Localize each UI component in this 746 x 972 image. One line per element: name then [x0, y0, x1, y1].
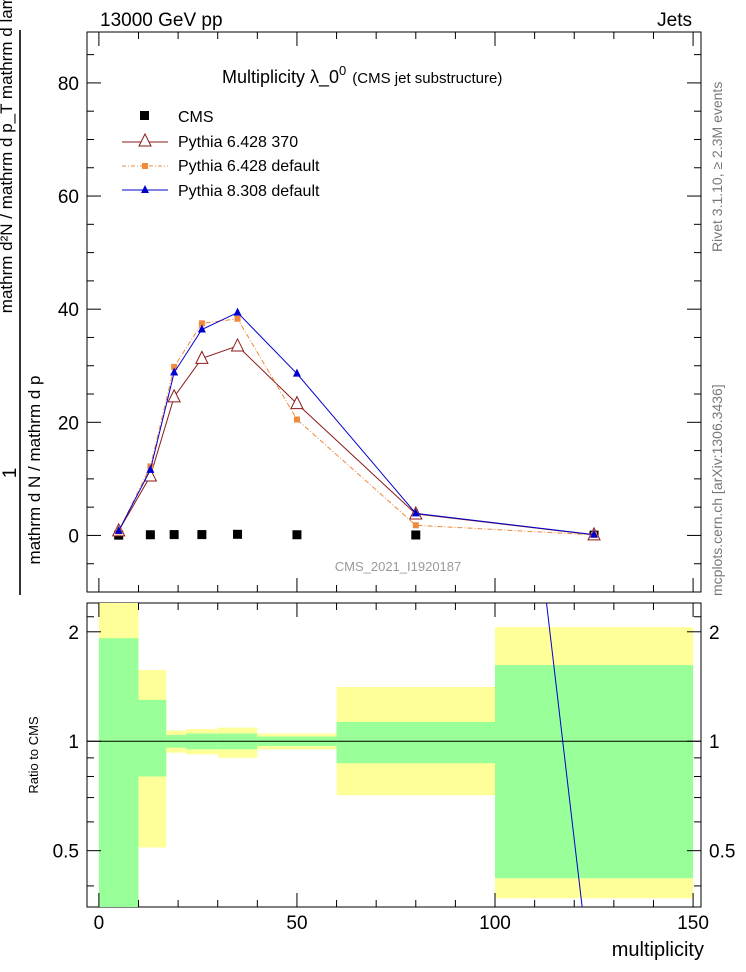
data-point-pythia-8-308-default [292, 368, 301, 377]
x-axis-label: multiplicity [612, 939, 704, 961]
legend-marker-py6-370 [138, 132, 152, 147]
legend-label-py8-default: Pythia 8.308 default [178, 183, 320, 200]
data-point-pythia-6-428-default [293, 416, 300, 423]
main-title-suffix: (CMS jet substructure) [352, 70, 502, 87]
ylabel-denominator: mathrm d N / mathrm d p [25, 376, 44, 565]
ratio-plot-frame [86, 602, 702, 908]
mcplots-label: mcplots.cern.ch [arXiv:1306.3436] [709, 384, 725, 596]
ratio-y-tick-label: 2 [68, 623, 79, 644]
y-tick-label: 40 [58, 300, 79, 321]
legend: CMS Pythia 6.428 370 Pythia 6.428 defaul… [122, 109, 320, 200]
data-point-cms [145, 530, 155, 540]
y-tick-label: 0 [68, 526, 79, 547]
ratio-band-green [495, 665, 694, 879]
rivet-label: Rivet 3.1.10, ≥ 2.3M events [709, 82, 725, 252]
header-left: 13000 GeV pp [100, 10, 223, 31]
data-point-cms [197, 530, 207, 540]
x-tick-label: 100 [479, 913, 511, 934]
data-point-pythia-6-428-default [171, 363, 178, 370]
series-line-pythia-6-428-370 [118, 345, 595, 536]
ratio-y-tick-label-right: 2 [709, 623, 720, 644]
ratio-y-tick-label-right: 0.5 [709, 842, 735, 863]
y-tick-label: 80 [58, 74, 79, 95]
data-point-pythia-6-428-370 [230, 337, 245, 352]
data-point-pythia-6-428-370 [195, 350, 209, 364]
ratio-y-tick-label-right: 1 [709, 732, 720, 753]
data-point-cms [169, 530, 179, 540]
data-point-cms [411, 530, 421, 540]
series-line-pythia-8-308-default [118, 311, 595, 536]
data-point-pythia-8-308-default [233, 307, 242, 316]
main-plot-frame [86, 31, 702, 593]
ratio-y-tick-label: 1 [68, 732, 79, 753]
data-point-pythia-8-308-default [146, 464, 155, 473]
main-title-text: Multiplicity λ_0 [222, 67, 339, 88]
data-point-cms [292, 530, 302, 540]
data-point-pythia-8-308-default [114, 525, 123, 534]
legend-marker-cms [140, 111, 149, 120]
legend-label-py6-default: Pythia 6.428 default [178, 158, 320, 175]
data-point-pythia-8-308-default [197, 324, 206, 333]
ratio-ticks: 0.5 1 2 0.5 1 2 0 50 100 150 [53, 603, 735, 934]
data-point-cms [233, 529, 243, 539]
ratio-line-pythia-8-308-default [546, 602, 583, 908]
x-tick-label: 50 [286, 913, 307, 934]
ylabel-full: mathrm d²N / mathrm d p_T mathrm d lambd… [0, 0, 16, 313]
ylabel-numerator: 1 [0, 468, 21, 479]
main-ylabel: 1 mathrm d²N / mathrm d p_T mathrm d lam… [0, 0, 44, 595]
main-series [111, 307, 601, 541]
main-title: Multiplicity λ_00 (CMS jet substructure) [222, 63, 502, 88]
y-tick-label: 20 [58, 413, 79, 434]
data-point-pythia-8-308-default [411, 508, 420, 517]
data-point-pythia-6-428-default [412, 522, 419, 529]
analysis-label: CMS_2021_I1920187 [335, 559, 462, 574]
data-point-pythia-6-428-default [198, 320, 205, 327]
ratio-y-tick-label: 0.5 [53, 842, 79, 863]
y-tick-label: 60 [58, 187, 79, 208]
legend-marker-py8-default [141, 185, 149, 193]
header-right: Jets [657, 10, 692, 31]
x-tick-label: 0 [94, 913, 105, 934]
legend-label-py6-370: Pythia 6.428 370 [178, 134, 298, 151]
ratio-band-green [138, 699, 167, 777]
legend-marker-py6-default [142, 163, 148, 169]
data-point-pythia-6-428-370 [290, 395, 304, 410]
main-y-ticks: 0 20 40 60 80 [58, 32, 701, 593]
ratio-band-green [336, 721, 496, 764]
data-point-pythia-8-308-default [170, 367, 179, 376]
ratio-band-green [98, 638, 139, 907]
ratio-ylabel: Ratio to CMS [26, 716, 41, 794]
data-point-pythia-6-428-370 [167, 388, 181, 403]
main-title-sup: 0 [339, 63, 346, 78]
legend-label-cms: CMS [178, 109, 214, 126]
data-point-pythia-8-308-default [590, 529, 599, 538]
series-line-pythia-6-428-default [118, 318, 595, 536]
data-point-pythia-6-428-default [234, 315, 241, 322]
x-tick-label: 150 [677, 913, 709, 934]
ratio-bands [87, 602, 701, 908]
